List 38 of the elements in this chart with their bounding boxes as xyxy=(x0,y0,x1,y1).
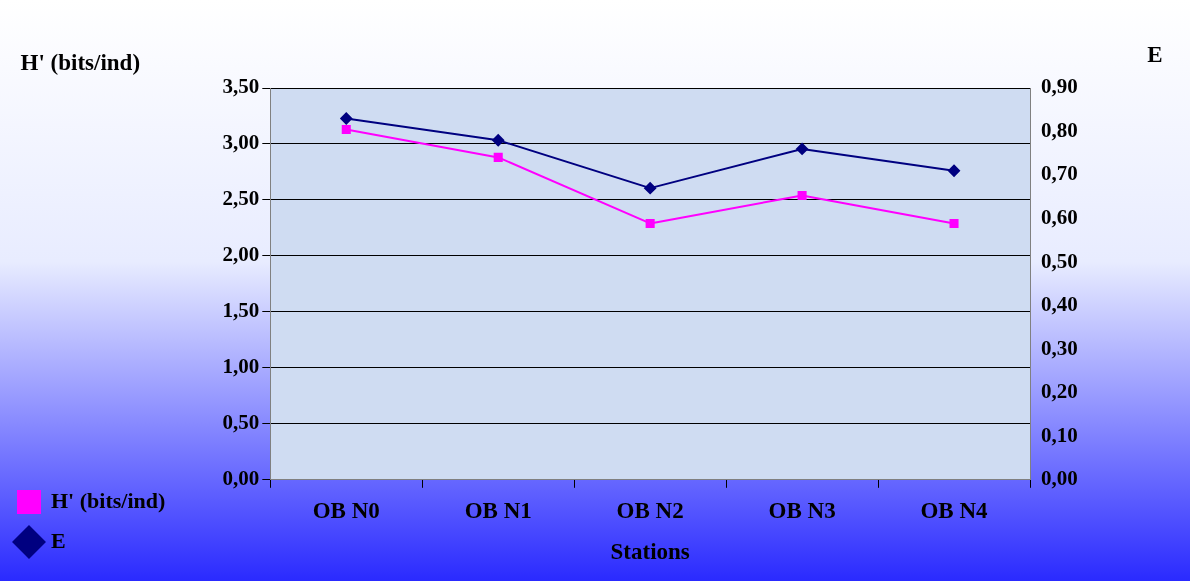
x-tick-label: OB N1 xyxy=(464,497,532,523)
point xyxy=(493,152,503,162)
y2-tick-label: 0,30 xyxy=(1041,335,1078,360)
y-tick-label: 3,50 xyxy=(222,74,260,99)
legend-label: E xyxy=(51,527,66,553)
y-tick-label: 2,00 xyxy=(222,242,260,267)
x-tick-label: OB N2 xyxy=(616,497,684,523)
y-tick-label: 1,50 xyxy=(222,298,260,323)
point xyxy=(644,182,657,195)
point xyxy=(492,134,505,147)
point xyxy=(948,164,961,177)
y-tick-label: 3,00 xyxy=(222,130,260,155)
point xyxy=(949,218,959,228)
y2-tick-label: 0,10 xyxy=(1041,422,1078,447)
y2-tick-label: 0,70 xyxy=(1041,161,1078,186)
point xyxy=(341,124,351,134)
x-tick-label: OB N4 xyxy=(920,497,989,523)
y2-tick-label: 0,80 xyxy=(1041,117,1078,142)
legend-label: H' (bits/ind) xyxy=(51,487,166,513)
point xyxy=(645,218,655,228)
point xyxy=(796,142,809,155)
y-tick-label: 0,50 xyxy=(222,410,260,435)
y-tick-label: 0,00 xyxy=(222,466,260,491)
y2-tick-label: 0,50 xyxy=(1041,248,1078,273)
y2-axis-title: E xyxy=(1147,41,1163,67)
x-tick-label: OB N0 xyxy=(312,497,380,523)
y-tick-label: 2,50 xyxy=(222,186,260,211)
y-axis-title: H' (bits/ind) xyxy=(20,49,141,75)
x-axis-title: Stations xyxy=(610,539,690,565)
y-tick-label: 1,00 xyxy=(222,354,260,379)
y2-tick-label: 0,60 xyxy=(1041,205,1078,230)
y2-tick-label: 0,40 xyxy=(1041,292,1078,317)
x-tick-label: OB N3 xyxy=(768,497,836,523)
point xyxy=(797,190,807,200)
y2-tick-label: 0,90 xyxy=(1041,74,1078,99)
y2-tick-label: 0,00 xyxy=(1041,466,1078,491)
point xyxy=(340,112,353,125)
y2-tick-label: 0,20 xyxy=(1041,379,1078,404)
